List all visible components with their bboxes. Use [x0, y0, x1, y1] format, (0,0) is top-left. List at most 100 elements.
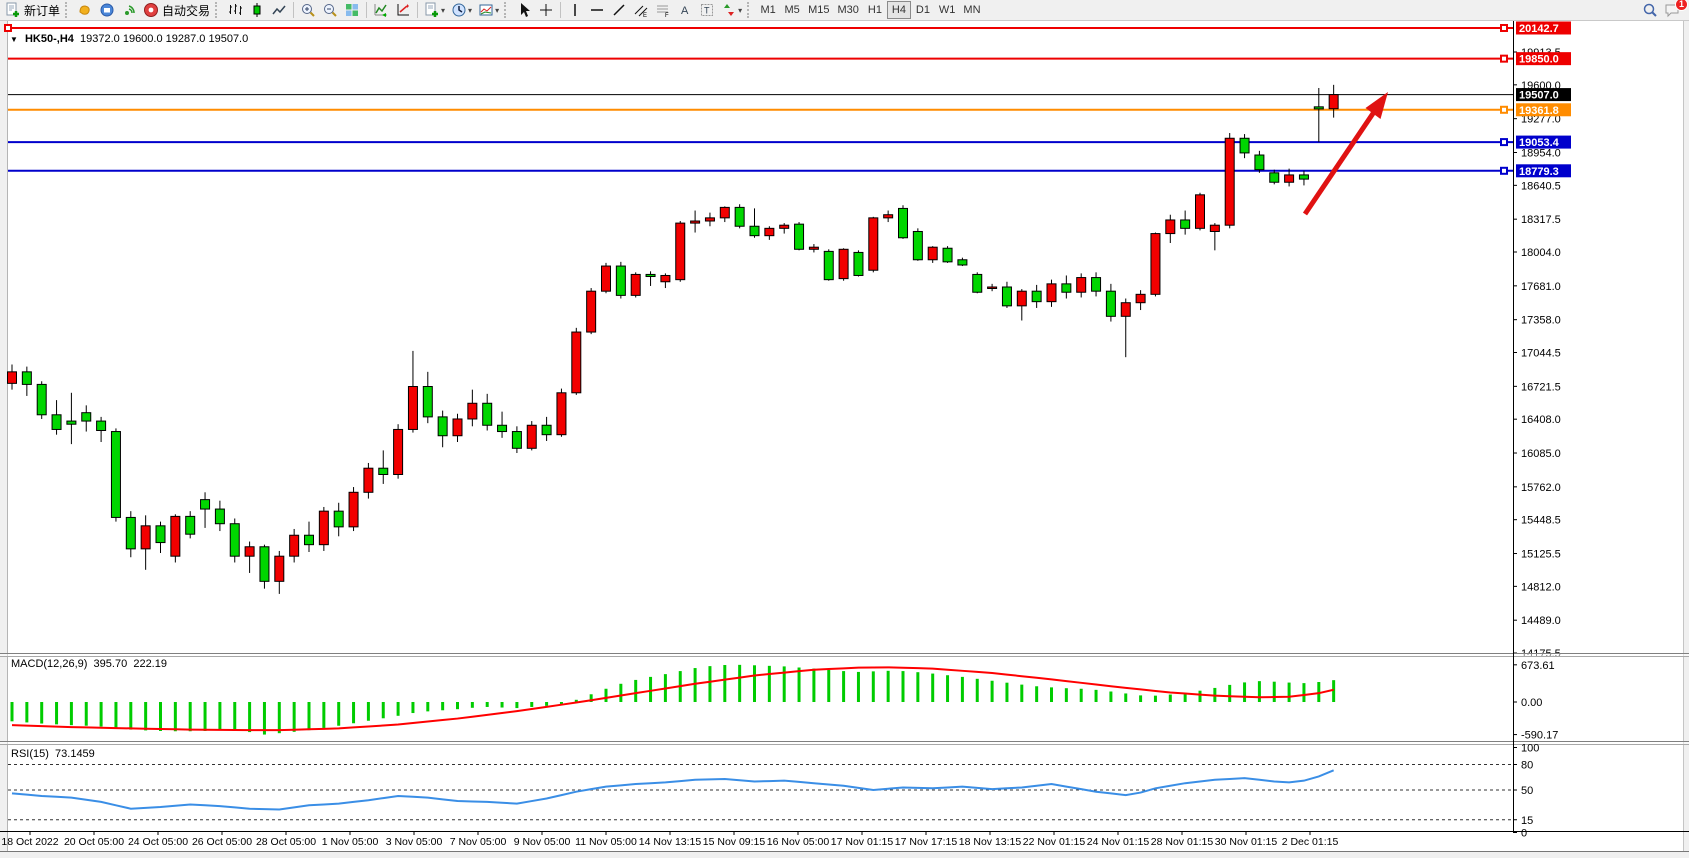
symbol-dropdown-icon[interactable]: ▼	[10, 35, 18, 44]
text-button[interactable]: A	[674, 1, 696, 19]
crosshair-button[interactable]	[535, 1, 557, 19]
time-axis[interactable]: 18 Oct 2022 20 Oct 05:00 24 Oct 05:00 26 Oc…	[1, 831, 1338, 848]
timeframe-group: M1 M5 M15 M30 H1 H4 D1 W1 MN	[756, 1, 984, 19]
line-handle[interactable]	[1500, 23, 1508, 32]
vertical-line-button[interactable]	[564, 1, 586, 19]
price-axis-label: 18004.0	[1521, 247, 1561, 259]
tile-windows-button[interactable]	[341, 1, 363, 19]
candle-body	[675, 222, 686, 281]
bar-chart-button[interactable]	[224, 1, 246, 19]
auto-trading-button[interactable]: 自动交易	[140, 1, 213, 19]
line-handle[interactable]	[1500, 166, 1508, 175]
signals-button[interactable]	[118, 1, 140, 19]
timeframe-button-H4[interactable]: H4	[886, 1, 911, 19]
new-order-button[interactable]: 新订单	[2, 1, 63, 19]
indicators-button[interactable]	[370, 1, 392, 19]
toolbar-grip	[504, 2, 511, 18]
timeframe-button-W1[interactable]: W1	[938, 4, 956, 16]
vertical-line-icon	[574, 4, 576, 16]
candlestick-chart-button[interactable]	[246, 1, 268, 19]
timeframe-button-MN[interactable]: MN	[963, 4, 981, 16]
trend-arrow-head	[1365, 92, 1388, 119]
candle-body	[497, 424, 508, 433]
timeframe-button-M15[interactable]: M15	[808, 4, 830, 16]
line-handle[interactable]	[1500, 54, 1508, 63]
time-axis-label: 11 Nov 05:00	[575, 836, 637, 848]
candle-body	[214, 508, 225, 525]
time-axis-label: 2 Dec 01:15	[1282, 836, 1339, 848]
timeframe-button-H1[interactable]: H1	[867, 4, 882, 16]
zoom-in-button[interactable]	[297, 1, 319, 19]
objects-list-button[interactable]	[392, 1, 414, 19]
line-chart-icon	[272, 5, 286, 15]
time-axis-label: 24 Nov 01:15	[1087, 836, 1150, 848]
timeframe-button-D1[interactable]: D1	[915, 4, 930, 16]
cursor-button[interactable]	[513, 1, 535, 19]
toolbar-separator	[417, 2, 419, 18]
candle-body	[1150, 233, 1161, 295]
ohlc-values: 19372.0 19600.0 19287.0 19507.0	[80, 33, 249, 45]
candle-body	[244, 546, 255, 557]
line-handle[interactable]	[1500, 138, 1508, 147]
candle-body	[927, 246, 938, 261]
time-axis-label: 30 Nov 01:15	[1215, 836, 1278, 848]
toolbar: 新订单 自动交易	[0, 0, 1689, 21]
macd-signal-value: 222.19	[133, 658, 167, 670]
text-label-icon: T	[701, 4, 714, 16]
candle-body	[1195, 194, 1205, 229]
horizontal-line-button[interactable]	[586, 1, 608, 19]
profiles-button[interactable]: ▾	[475, 1, 502, 19]
trendline-button[interactable]	[608, 1, 630, 19]
price-axis-label: 18640.5	[1521, 180, 1561, 192]
candle-body	[556, 392, 567, 436]
macd-axis-label: 673.61	[1521, 660, 1555, 672]
time-axis-label: 17 Nov 01:15	[831, 836, 894, 848]
text-label-button[interactable]: T	[696, 1, 718, 19]
data-window-button[interactable]	[96, 1, 118, 19]
candle-body	[51, 414, 62, 430]
candle-body	[1105, 290, 1116, 317]
price-badge	[1516, 21, 1571, 35]
candle-body	[1076, 277, 1087, 293]
fibonacci-button[interactable]: F	[652, 1, 674, 19]
line-chart-button[interactable]	[268, 1, 290, 19]
search-button[interactable]	[1639, 1, 1661, 19]
clock-icon	[452, 3, 466, 17]
toolbar-separator	[560, 2, 562, 18]
candle-body	[96, 420, 107, 431]
candle-body	[304, 534, 314, 546]
chevron-down-icon: ▾	[441, 5, 446, 15]
price-axis-label: 15125.5	[1521, 549, 1561, 561]
periods-button[interactable]: ▾	[448, 1, 475, 19]
candle-body	[333, 510, 344, 528]
candle-body	[185, 515, 196, 535]
timeframe-button-M1[interactable]: M1	[760, 4, 776, 16]
arrows-button[interactable]: ▾	[718, 1, 745, 19]
candle-body	[1165, 219, 1176, 235]
svg-text:F: F	[665, 13, 669, 18]
notifications-button[interactable]: 1	[1661, 0, 1688, 19]
new-chart-button[interactable]: ▾	[421, 1, 448, 19]
zoom-out-button[interactable]	[319, 1, 341, 19]
auto-trading-icon	[144, 3, 159, 17]
market-watch-button[interactable]	[74, 1, 96, 19]
equidistant-channel-button[interactable]: E	[630, 1, 652, 19]
line-handle[interactable]	[4, 23, 12, 32]
candle-body	[719, 206, 730, 219]
price-badge-label: 19507.0	[1519, 90, 1559, 102]
price-badge-label: 19053.4	[1519, 137, 1560, 149]
timeframe-button-M30[interactable]: M30	[837, 4, 859, 16]
timeframe-button-M5[interactable]: M5	[784, 4, 800, 16]
price-axis-label: 16085.0	[1521, 448, 1561, 460]
candle-body	[422, 386, 433, 418]
trend-arrow-shaft	[1302, 107, 1379, 216]
trend-arrow[interactable]	[1302, 92, 1388, 216]
price-axis-label: 14812.0	[1521, 581, 1561, 593]
macd-name: MACD(12,26,9)	[11, 658, 88, 670]
market-watch-icon	[79, 5, 90, 15]
candle-body	[1254, 154, 1265, 171]
candle-body	[482, 402, 493, 426]
candle-body	[1091, 277, 1102, 292]
line-handle[interactable]	[1500, 105, 1508, 114]
